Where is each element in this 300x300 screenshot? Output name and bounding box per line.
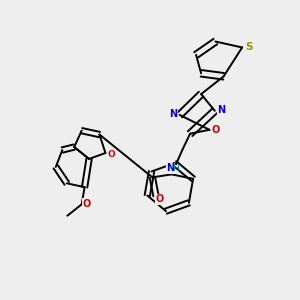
Text: N: N — [169, 109, 177, 119]
Text: H: H — [172, 164, 179, 173]
Text: S: S — [245, 42, 252, 52]
Text: O: O — [212, 125, 220, 135]
Text: O: O — [83, 199, 91, 209]
Text: N: N — [166, 164, 174, 173]
Text: O: O — [155, 194, 164, 204]
Text: O: O — [107, 150, 115, 159]
Text: N: N — [217, 105, 225, 115]
